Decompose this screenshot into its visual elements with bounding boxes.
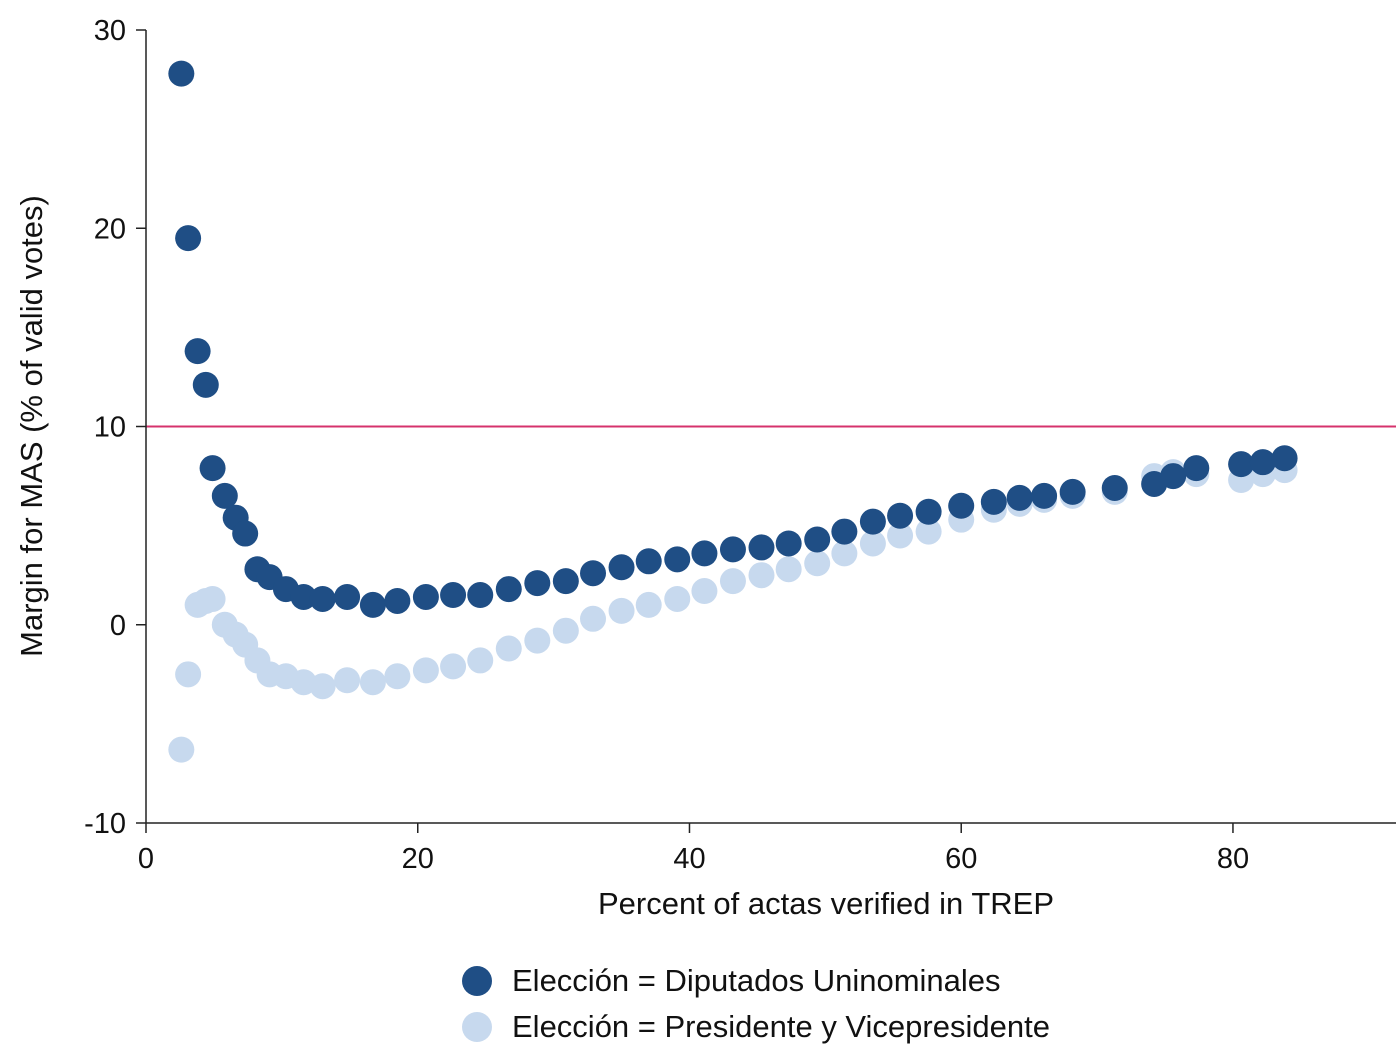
data-point [580,560,607,587]
data-point [635,591,662,618]
data-point [719,536,746,563]
data-point [412,657,439,684]
data-point [168,736,195,763]
data-point [775,556,802,583]
data-point [384,663,411,690]
data-point [1228,451,1255,478]
data-point [1006,484,1033,511]
data-point [1160,463,1187,490]
data-point [1031,482,1058,509]
data-point [495,576,522,603]
x-tick-label: 60 [945,843,977,875]
data-point [192,371,219,398]
data-point [199,455,226,482]
data-point [859,530,886,557]
data-point [359,669,386,696]
data-point [184,338,211,365]
legend-label-diputados: Elección = Diputados Uninominales [512,963,1001,998]
y-tick-label: 20 [94,213,126,245]
data-point [290,583,317,610]
data-point [175,225,202,252]
data-point [980,488,1007,515]
data-point [1249,449,1276,476]
data-point [887,502,914,529]
data-point [334,667,361,694]
scatter-chart: -10 0 10 20 30 0 20 40 60 80 Percent of actas ver… [14,15,1396,921]
x-axis-title: Percent of actas verified in TREP [598,886,1054,921]
data-point [552,617,579,644]
x-tick-label: 20 [402,843,434,875]
legend: Elección = Diputados Uninominales Elecci… [462,958,1222,1050]
data-point [199,585,226,612]
data-point [748,562,775,589]
data-point [775,530,802,557]
data-point [168,60,195,87]
data-point [552,568,579,595]
y-tick-label: -10 [84,808,126,840]
data-point [524,570,551,597]
data-point [804,526,831,553]
legend-label-presidente: Elección = Presidente y Vicepresidente [512,1009,1050,1044]
data-point [412,583,439,610]
data-point [232,520,259,547]
legend-item-diputados: Elección = Diputados Uninominales [462,958,1222,1004]
data-point [915,498,942,525]
legend-item-presidente: Elección = Presidente y Vicepresidente [462,1004,1222,1050]
data-point [1271,445,1298,472]
data-point [948,492,975,519]
data-point [211,482,238,509]
legend-marker-icon [462,966,492,996]
y-tick-label: 10 [94,412,126,444]
data-point [915,518,942,545]
y-axis-title: Margin for MAS (% of valid votes) [14,195,49,657]
series-presidente [168,457,1298,763]
data-point [664,585,691,612]
data-point [831,540,858,567]
data-point [664,546,691,573]
series-diputados [168,60,1298,618]
y-tick-label: 30 [94,15,126,47]
data-point [719,568,746,595]
data-point [608,597,635,624]
data-point [524,627,551,654]
data-point [495,635,522,662]
data-point [309,585,336,612]
data-point [1059,478,1086,505]
data-point [1183,455,1210,482]
data-point [467,582,494,609]
data-point [887,522,914,549]
y-tick-label: 0 [110,610,126,642]
x-tick-label: 0 [138,843,154,875]
data-point [440,582,467,609]
data-point [748,534,775,561]
data-point [691,578,718,605]
data-point [440,653,467,680]
legend-marker-icon [462,1012,492,1042]
x-tick-label: 40 [673,843,705,875]
data-point [580,605,607,632]
data-point [608,554,635,581]
data-point [334,583,361,610]
data-point [831,518,858,545]
data-point [467,647,494,674]
data-point [384,587,411,614]
data-point [691,540,718,567]
data-point [635,548,662,575]
data-point [859,508,886,535]
data-point [1101,474,1128,501]
data-point [309,673,336,700]
data-point [804,550,831,577]
x-tick-label: 80 [1217,843,1249,875]
data-point [359,591,386,618]
data-point [175,661,202,688]
